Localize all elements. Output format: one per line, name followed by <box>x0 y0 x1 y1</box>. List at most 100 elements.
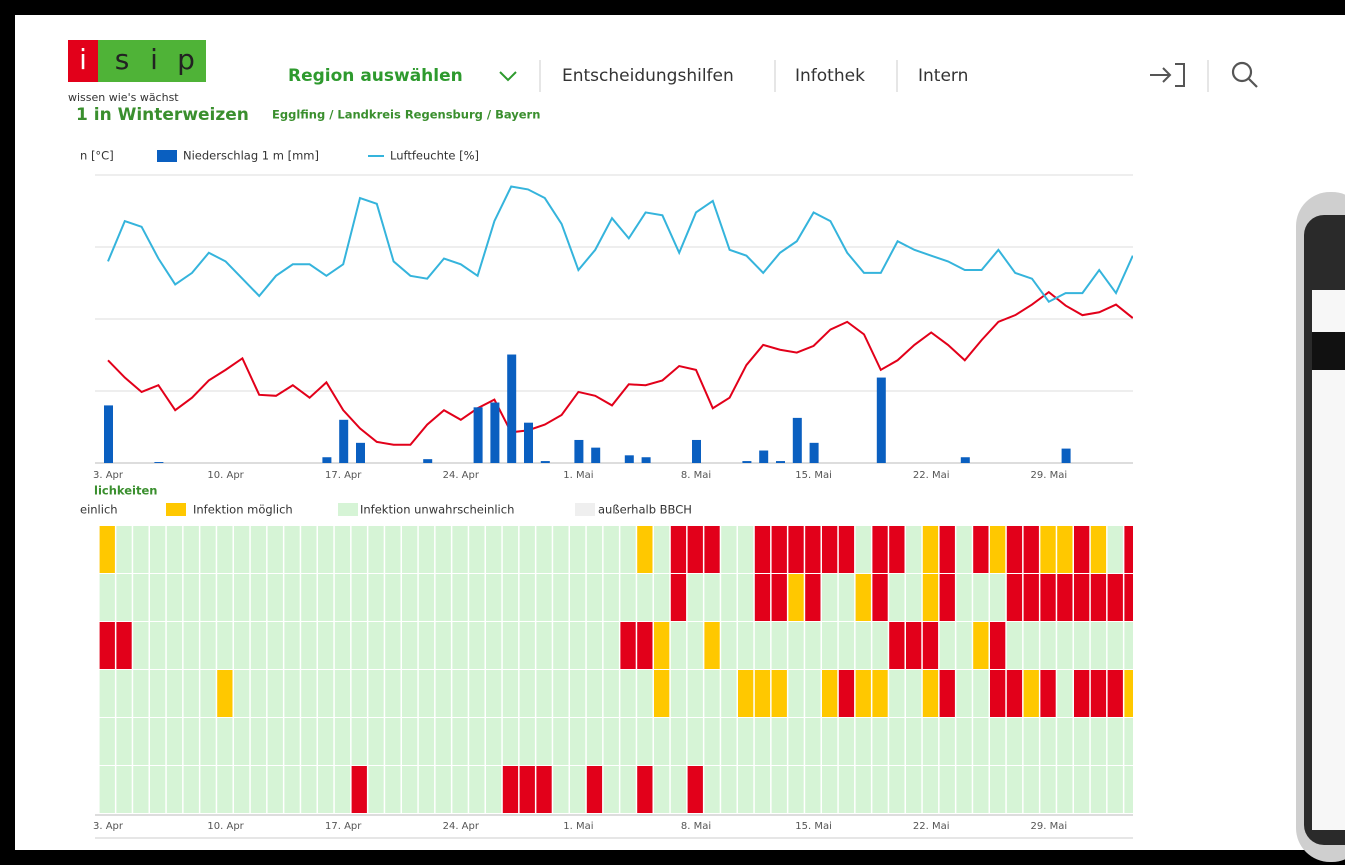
legend-label: Infektion unwahrscheinlich <box>360 503 514 517</box>
risk-cell <box>150 526 166 573</box>
risk-cell <box>469 670 485 717</box>
risk-cell <box>771 622 787 669</box>
risk-cell <box>116 766 132 813</box>
login-icon[interactable] <box>1150 63 1185 87</box>
search-icon[interactable] <box>1231 61 1258 88</box>
precipitation-bar <box>423 459 433 463</box>
risk-cell <box>670 526 687 573</box>
nav-link[interactable]: Region auswählen <box>288 66 463 86</box>
risk-cell <box>234 574 250 621</box>
risk-cell <box>402 718 418 765</box>
risk-cell <box>351 574 367 621</box>
risk-cell <box>1040 622 1056 669</box>
risk-cell <box>805 766 821 813</box>
risk-cell <box>502 574 519 621</box>
risk-cell <box>267 622 283 669</box>
risk-cell <box>301 574 317 621</box>
risk-cell <box>1074 670 1090 717</box>
risk-cell <box>368 526 384 573</box>
legend-label: Luftfeuchte [%] <box>390 149 479 163</box>
risk-cell <box>351 766 367 813</box>
precipitation-bar <box>876 377 886 463</box>
risk-cell <box>855 526 871 573</box>
risk-cell <box>150 622 166 669</box>
risk-cell <box>822 670 838 717</box>
risk-cell <box>670 766 687 813</box>
legend-label: Infektion möglich <box>193 503 293 517</box>
risk-cell <box>250 526 267 573</box>
risk-cell <box>536 670 552 717</box>
risk-cell <box>1090 766 1107 813</box>
risk-cell <box>267 670 283 717</box>
risk-cell <box>267 718 283 765</box>
risk-cell <box>738 766 754 813</box>
dropdown-chevron[interactable] <box>499 71 517 82</box>
risk-cell <box>183 526 199 573</box>
risk-cell <box>183 766 199 813</box>
risk-cell <box>637 526 653 573</box>
risk-cell <box>418 766 435 813</box>
risk-cell <box>1090 526 1107 573</box>
risk-cell <box>738 526 754 573</box>
risk-cell <box>368 574 384 621</box>
risk-cell <box>502 670 519 717</box>
risk-cell <box>855 766 871 813</box>
risk-cell <box>318 670 334 717</box>
risk-cell <box>519 718 535 765</box>
precipitation-bar <box>339 419 349 463</box>
risk-cell <box>250 670 267 717</box>
nav-link[interactable]: Intern <box>918 66 968 86</box>
risk-cell <box>637 766 653 813</box>
risk-cell <box>754 766 771 813</box>
nav-link[interactable]: Infothek <box>795 66 865 86</box>
risk-cell <box>469 574 485 621</box>
x-tick-label: 1. Mai <box>563 821 593 832</box>
risk-cell <box>586 574 603 621</box>
risk-cell <box>553 766 569 813</box>
risk-cell <box>973 526 989 573</box>
precipitation-bar <box>960 457 970 463</box>
risk-cell <box>1057 526 1073 573</box>
legend-label: n [°C] <box>80 149 114 163</box>
nav-link[interactable]: Entscheidungshilfen <box>562 66 734 86</box>
risk-cell <box>200 766 216 813</box>
precipitation-bar <box>759 450 769 463</box>
risk-cell <box>435 766 451 813</box>
risk-cell <box>906 718 922 765</box>
risk-cell <box>620 574 636 621</box>
risk-cell <box>418 622 435 669</box>
risk-cell <box>334 622 351 669</box>
risk-cell <box>788 622 804 669</box>
risk-cell <box>687 766 703 813</box>
tagline: wissen wie's wächst <box>68 91 179 104</box>
risk-cell <box>721 670 737 717</box>
risk-cell <box>956 622 972 669</box>
chart-title: lichkeiten <box>94 484 157 498</box>
risk-cell <box>318 574 334 621</box>
risk-cell <box>754 718 771 765</box>
risk-cell <box>939 718 955 765</box>
logo[interactable]: i s i p wissen wie's wächst <box>68 40 206 104</box>
logo-letter: i <box>79 43 87 76</box>
risk-cell <box>721 526 737 573</box>
risk-cell <box>889 766 905 813</box>
risk-cell <box>771 718 787 765</box>
risk-cell <box>318 718 334 765</box>
risk-cell <box>822 622 838 669</box>
risk-cell <box>570 526 586 573</box>
risk-cell <box>486 718 502 765</box>
risk-cell <box>822 766 838 813</box>
risk-cell <box>1107 766 1123 813</box>
risk-cell <box>570 766 586 813</box>
risk-cell <box>1107 574 1123 621</box>
risk-cell <box>687 526 703 573</box>
risk-cell <box>301 622 317 669</box>
risk-cell <box>805 526 821 573</box>
risk-cell <box>502 766 519 813</box>
risk-cell <box>670 574 687 621</box>
risk-cell <box>133 718 149 765</box>
risk-cell <box>469 766 485 813</box>
risk-cell <box>939 670 955 717</box>
risk-cell <box>402 526 418 573</box>
risk-cell <box>217 718 233 765</box>
